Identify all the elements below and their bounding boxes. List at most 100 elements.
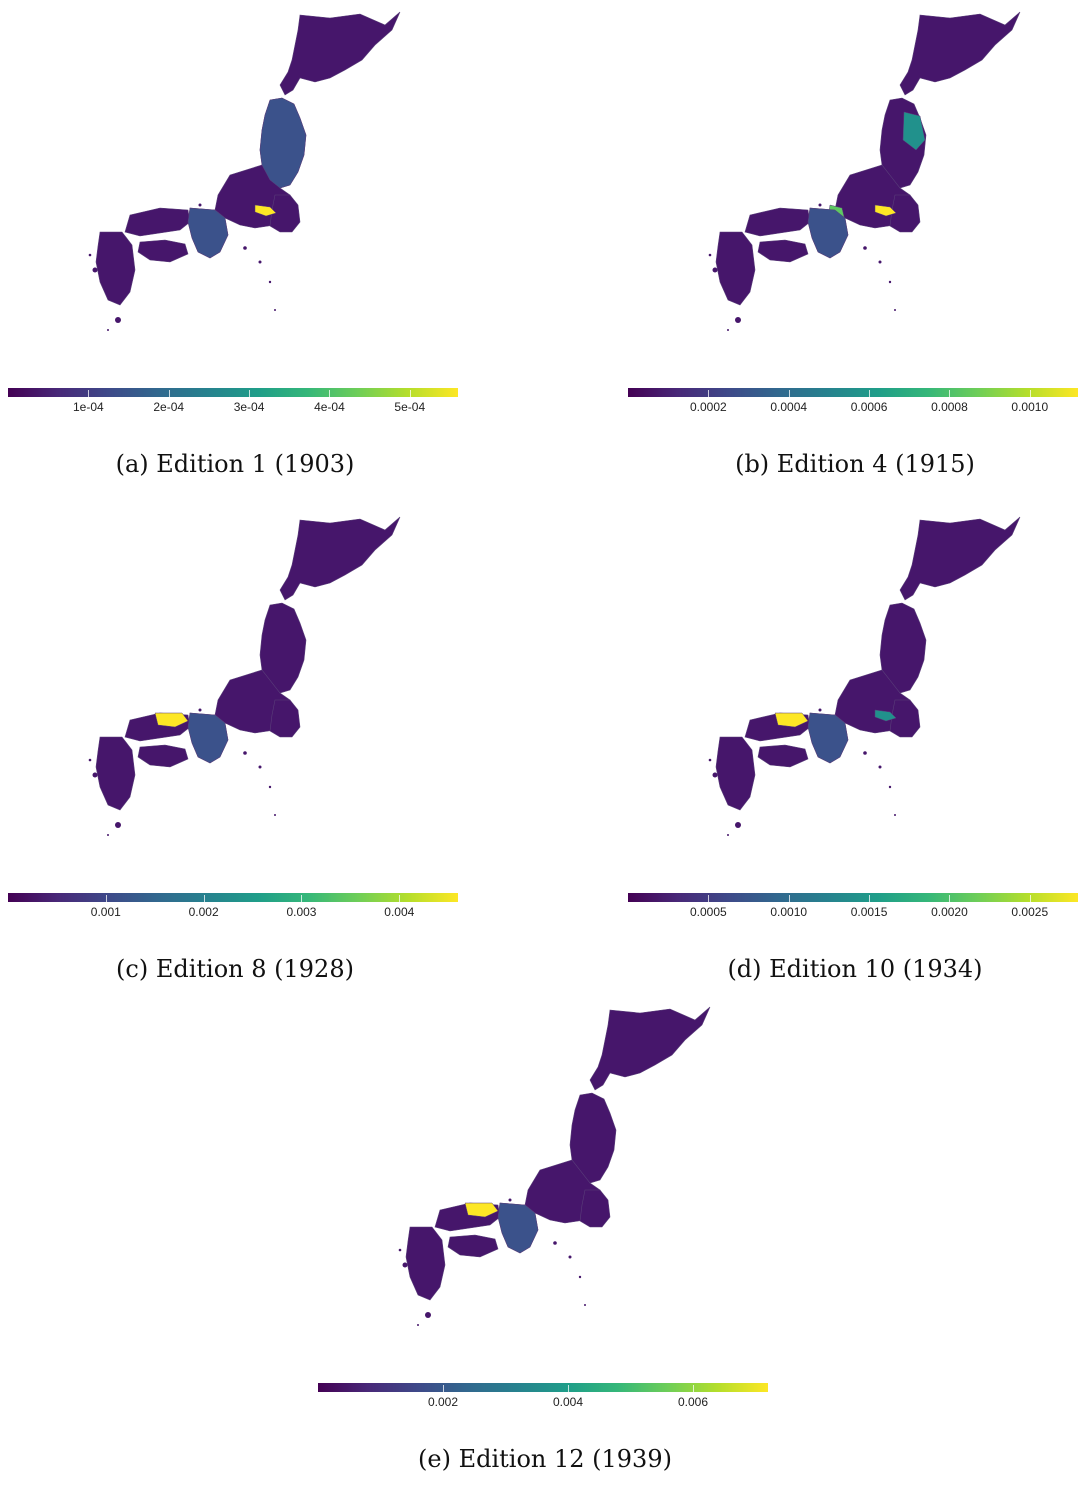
island-4	[888, 280, 892, 284]
colorbar-tick	[708, 895, 710, 902]
island-2	[863, 751, 867, 755]
colorbar-tick-label: 5e-04	[394, 400, 426, 414]
region-chubu	[524, 1159, 601, 1224]
colorbar-tick	[568, 1385, 569, 1392]
colorbar-tick-label: 0.0020	[931, 905, 968, 919]
island-0	[712, 772, 718, 778]
island-6	[410, 1258, 414, 1262]
colorbar-tick	[869, 390, 871, 397]
island-8	[818, 708, 822, 712]
japan-map	[708, 11, 1021, 331]
island-8	[198, 203, 202, 207]
island-8	[818, 203, 822, 207]
region-hokkaido	[899, 11, 1021, 96]
map-panel-edition-4: 0.0002 0.0004 0.0006 0.0008 0.0010 (b) Editi…	[620, 0, 1087, 490]
island-5	[584, 1304, 586, 1306]
colorbar-tick	[869, 895, 871, 902]
island-4	[268, 785, 272, 789]
colorbar-tick	[1029, 390, 1031, 397]
region-hokkaido	[279, 516, 401, 601]
colorbar-tick-label: 0.004	[552, 1395, 584, 1409]
colorbar	[628, 893, 1078, 902]
colorbar-tick-label: 0.0006	[850, 400, 888, 414]
colorbar-tick-label: 4e-04	[314, 400, 345, 414]
island-3	[878, 765, 882, 769]
figure-caption: (d) Edition 10 (1934)	[727, 955, 983, 983]
colorbar	[8, 388, 458, 397]
highlight-iwate	[902, 111, 926, 151]
colorbar-tick	[708, 390, 710, 397]
colorbar-tick	[788, 390, 790, 397]
colorbar	[628, 388, 1078, 397]
region-kyushu	[95, 231, 136, 306]
japan-map	[88, 516, 401, 836]
colorbar-tick-label: 0.0025	[1011, 905, 1049, 919]
colorbar-tick-label: 0.0010	[1011, 400, 1049, 414]
island-0	[92, 267, 98, 273]
colorbar-tick	[693, 1385, 694, 1392]
colorbar-tick-label: 0.0005	[689, 905, 727, 919]
map-panel-edition-12: 0.002 0.004 0.006 (e) Edition 12 (1939)	[310, 995, 780, 1485]
region-kanto	[889, 699, 921, 738]
highlight-tottori	[154, 712, 189, 728]
colorbar-tick	[443, 1385, 444, 1392]
colorbar-tick-label: 0.0002	[689, 400, 727, 414]
colorbar-tick-label: 0.0008	[931, 400, 968, 414]
highlight-tokyo	[874, 204, 897, 217]
island-9	[708, 758, 712, 762]
island-9	[88, 253, 92, 257]
colorbar-tick-label: 3e-04	[233, 400, 265, 414]
region-kyushu	[715, 231, 756, 306]
island-3	[258, 765, 262, 769]
island-7	[727, 329, 729, 331]
island-6	[720, 263, 724, 267]
island-6	[100, 263, 104, 267]
colorbar-tick	[409, 390, 411, 397]
region-chubu	[214, 669, 291, 734]
island-2	[243, 246, 247, 250]
island-5	[274, 309, 276, 311]
region-shikoku	[137, 744, 189, 768]
island-7	[107, 834, 109, 836]
region-chugoku	[744, 207, 811, 237]
region-kyushu	[715, 736, 756, 811]
island-2	[863, 246, 867, 250]
region-kanto	[269, 194, 301, 233]
map-panel-edition-10: 0.0005 0.0010 0.0015 0.0020 0.0025 (d) Editi…	[620, 505, 1087, 995]
region-hokkaido	[279, 11, 401, 96]
island-3	[878, 260, 882, 264]
island-5	[274, 814, 276, 816]
island-6	[720, 768, 724, 772]
island-9	[708, 253, 712, 257]
colorbar	[8, 893, 458, 902]
colorbar-tick-label: 0.0004	[770, 400, 808, 414]
colorbar-tick-label: 0.006	[677, 1395, 709, 1409]
highlight-kinki	[187, 207, 229, 259]
island-4	[578, 1275, 582, 1279]
colorbar-tick	[329, 390, 331, 397]
colorbar-tick-label: 0.002	[188, 905, 219, 919]
island-0	[92, 772, 98, 778]
island-1	[735, 822, 741, 828]
region-kanto	[889, 194, 921, 233]
island-2	[553, 1241, 557, 1245]
region-tohoku	[259, 602, 307, 694]
colorbar-tick	[949, 390, 951, 397]
colorbar-tick	[105, 895, 107, 902]
region-kyushu	[405, 1226, 446, 1301]
colorbar-tick	[399, 895, 401, 902]
island-7	[417, 1324, 419, 1326]
highlight-tohoku	[259, 97, 307, 189]
colorbar-tick	[168, 390, 170, 397]
figure-caption: (c) Edition 8 (1928)	[116, 955, 354, 983]
colorbar-tick-label: 0.0010	[770, 905, 808, 919]
island-1	[735, 317, 741, 323]
island-1	[115, 317, 121, 323]
colorbar-tick-label: 0.004	[384, 905, 415, 919]
island-8	[508, 1198, 512, 1202]
highlight-tottori	[774, 712, 809, 728]
colorbar-tick-label: 0.0015	[850, 905, 888, 919]
highlight-kinki	[187, 712, 229, 764]
island-7	[107, 329, 109, 331]
figure-caption: (e) Edition 12 (1939)	[418, 1445, 672, 1473]
